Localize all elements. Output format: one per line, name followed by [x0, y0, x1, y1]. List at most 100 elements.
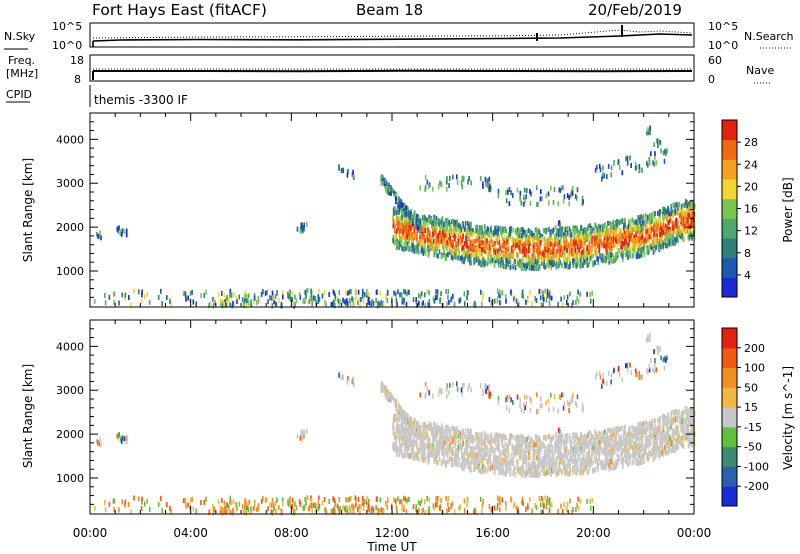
echo-cell: [581, 236, 584, 242]
echo-cell: [682, 236, 684, 242]
echo-cell: [638, 168, 640, 173]
echo-cell: [662, 449, 664, 455]
echo-cell: [636, 228, 639, 234]
echo-cell: [488, 440, 491, 446]
echo-cell: [212, 303, 215, 309]
echo-cell: [688, 232, 690, 238]
echo-cell: [646, 233, 648, 239]
echo-cell: [454, 245, 456, 251]
echo-cell: [480, 241, 482, 246]
echo-cell: [664, 210, 666, 216]
echo-cell: [623, 223, 625, 229]
echo-cell: [609, 257, 612, 263]
echo-cell: [451, 230, 454, 236]
echo-cell: [368, 300, 371, 306]
echo-cell: [550, 235, 553, 241]
echo-cell: [392, 417, 395, 423]
echo-cell: [385, 186, 387, 192]
echo-cell: [602, 464, 604, 470]
echo-cell: [406, 241, 409, 247]
colorbar-tick-label: 16: [744, 203, 758, 216]
echo-cell: [271, 290, 274, 296]
colorbar-cell: [722, 159, 737, 180]
echo-cell: [620, 252, 623, 258]
echo-cell: [191, 289, 193, 295]
echo-cell: [621, 461, 624, 466]
echo-cell: [666, 209, 668, 215]
echo-cell: [532, 243, 535, 249]
echo-cell: [621, 234, 624, 240]
echo-cell: [245, 293, 247, 299]
echo-cell: [653, 229, 655, 235]
echo-cell: [497, 446, 499, 452]
echo-cell: [597, 467, 599, 473]
echo-cell: [488, 249, 490, 255]
echo-cell: [590, 456, 593, 462]
echo-cell: [480, 225, 483, 231]
echo-cell: [691, 442, 693, 448]
echo-cell: [358, 297, 360, 303]
echo-cell: [447, 229, 449, 235]
echo-cell: [603, 223, 605, 229]
echo-cell: [300, 222, 303, 228]
echo-cell: [611, 223, 614, 229]
echo-cell: [664, 243, 667, 249]
echo-cell: [416, 438, 418, 444]
echo-cell: [631, 217, 633, 223]
echo-cell: [423, 232, 425, 238]
echo-cell: [605, 238, 607, 244]
echo-cell: [452, 446, 454, 452]
echo-cell: [576, 447, 578, 452]
echo-cell: [616, 446, 618, 452]
echo-cell: [685, 199, 688, 205]
echo-cell: [550, 256, 552, 262]
echo-cell: [477, 233, 479, 239]
echo-cell: [573, 242, 576, 248]
echo-cell: [485, 447, 487, 453]
echo-cell: [393, 240, 396, 246]
echo-cell: [521, 293, 523, 298]
echo-cell: [384, 179, 387, 184]
echo-cell: [662, 242, 664, 248]
echo-cell: [675, 217, 678, 223]
echo-cell: [459, 297, 462, 303]
echo-cell: [483, 438, 485, 444]
echo-cell: [395, 417, 398, 423]
echo-cell: [642, 225, 645, 231]
echo-cell: [492, 248, 495, 254]
echo-cell: [291, 290, 294, 296]
echo-cell: [553, 468, 556, 474]
echo-cell: [509, 233, 512, 239]
echo-cell: [522, 257, 524, 263]
echo-cell: [450, 241, 453, 247]
echo-cell: [496, 288, 499, 294]
echo-cell: [676, 429, 679, 435]
echo-cell: [445, 176, 448, 181]
echo-cell: [522, 450, 525, 456]
echo-cell: [468, 443, 471, 449]
echo-cell: [583, 453, 585, 459]
echo-cell: [629, 435, 631, 441]
echo-cell: [498, 226, 500, 232]
echo-cell: [517, 242, 520, 248]
echo-cell: [552, 247, 554, 252]
echo-cell: [617, 159, 620, 165]
echo-cell: [490, 465, 492, 471]
echo-cell: [451, 426, 453, 432]
echo-cell: [563, 235, 565, 241]
echo-cell: [440, 181, 443, 187]
echo-cell: [445, 256, 447, 262]
echo-cell: [590, 233, 592, 239]
echo-cell: [465, 230, 468, 236]
echo-cell: [141, 292, 143, 298]
echo-cell: [651, 451, 654, 457]
echo-cell: [437, 218, 440, 224]
echo-cell: [603, 239, 605, 245]
echo-cell: [455, 254, 457, 260]
echo-cell: [573, 446, 575, 452]
echo-cell: [582, 229, 585, 235]
echo-cell: [148, 299, 151, 305]
echo-cell: [601, 449, 603, 455]
echo-cell: [661, 207, 664, 213]
echo-cell: [442, 229, 444, 235]
